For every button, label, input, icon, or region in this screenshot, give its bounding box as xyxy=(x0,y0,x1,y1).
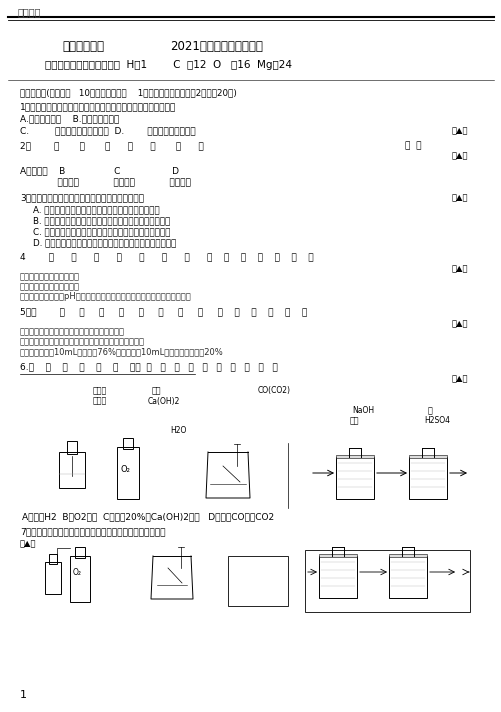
Text: 帮火星: 帮火星 xyxy=(93,386,107,395)
Text: 7．以下物质提纯或除杂所用试剂和分离方法都正确的选项是: 7．以下物质提纯或除杂所用试剂和分离方法都正确的选项是 xyxy=(20,527,165,536)
Text: 参拭: 参拭 xyxy=(152,386,161,395)
Text: C.         魅力倡导使用化石燃料  D.        推行使用无磷洗衣粉: C. 魅力倡导使用化石燃料 D. 推行使用无磷洗衣粉 xyxy=(20,126,195,135)
Text: 溶液: 溶液 xyxy=(349,416,359,425)
Text: 1．以下做法与推动生态文明，建设道赤中国要求不、相切合的是: 1．以下做法与推动生态文明，建设道赤中国要求不、相切合的是 xyxy=(20,102,176,111)
Text: H2O: H2O xyxy=(170,426,186,435)
Text: 南通市崇川区: 南通市崇川区 xyxy=(62,40,104,53)
Text: 【▲】: 【▲】 xyxy=(451,126,467,135)
Text: H2SO4: H2SO4 xyxy=(423,416,449,425)
Bar xyxy=(49,554,57,564)
Bar xyxy=(305,550,469,612)
Text: 【▲】: 【▲】 xyxy=(451,151,467,160)
Text: 按照微粒标准：水晶由原子层叠层结构不稳定的: 按照微粒标准：水晶由原子层叠层结构不稳定的 xyxy=(20,327,125,336)
Text: B. 氮气、氢气都属于非金属单质，它们都能在氧气中燃烧: B. 氮气、氢气都属于非金属单质，它们都能在氧气中燃烧 xyxy=(33,216,170,225)
Text: A.合理使用农药    B.研发可降解塑料: A.合理使用农药 B.研发可降解塑料 xyxy=(20,114,119,123)
Text: 3．运用分类思想认识物质，以下说法正确的选项是: 3．运用分类思想认识物质，以下说法正确的选项是 xyxy=(20,193,144,202)
Bar xyxy=(335,455,373,458)
Text: A．采集H2  B．O2检满  C．配制20%的Ca(OH)2溶液   D．除掉CO中的CO2: A．采集H2 B．O2检满 C．配制20%的Ca(OH)2溶液 D．除掉CO中的… xyxy=(22,512,274,521)
Text: Ca(OH)2: Ca(OH)2 xyxy=(148,397,180,406)
Bar xyxy=(388,556,426,598)
Bar xyxy=(67,441,77,454)
Text: 【▲】: 【▲】 xyxy=(451,264,467,273)
Text: 精选文档: 精选文档 xyxy=(18,7,42,17)
Bar xyxy=(335,457,373,499)
Text: CO(CO2): CO(CO2) xyxy=(258,386,291,395)
Text: 4        列      对      某      种      物      质      的      叙    述    不    正    确 : 4 列 对 某 种 物 质 的 叙 述 不 正 确 xyxy=(20,252,313,261)
Bar xyxy=(408,457,446,499)
Bar xyxy=(117,447,139,499)
Bar xyxy=(227,556,288,606)
Text: 的木条: 的木条 xyxy=(93,396,107,405)
Text: 硝酸是种可用的食品添加剂: 硝酸是种可用的食品添加剂 xyxy=(20,272,80,281)
Text: 可能用到的相对原子质量：  H－1        C  －12  O   －16  Mg－24: 可能用到的相对原子质量： H－1 C －12 O －16 Mg－24 xyxy=(45,60,292,70)
Text: 炭基植物灰汁出液中pH不一样的溶液中显示不一样的颜色，可作酸碱指示剂: 炭基植物灰汁出液中pH不一样的溶液中显示不一样的颜色，可作酸碱指示剂 xyxy=(20,292,191,301)
Text: 的  是: 的 是 xyxy=(404,141,421,150)
Bar xyxy=(45,562,61,594)
Bar xyxy=(318,554,356,557)
Text: 1: 1 xyxy=(20,690,27,700)
Bar xyxy=(75,547,85,558)
Text: 按照守恒标准：10mL中素溶液76%的溶液，加10mL未稀释呈好数变成20%: 按照守恒标准：10mL中素溶液76%的溶液，加10mL未稀释呈好数变成20% xyxy=(20,347,223,356)
Text: 【▲】: 【▲】 xyxy=(451,319,467,328)
Text: 6.按    下    列    装    置    实    验，  不   能   达   到   对   应   目   的   的   是: 6.按 下 列 装 置 实 验， 不 能 达 到 对 应 目 的 的 是 xyxy=(20,362,277,371)
Text: 【▲】: 【▲】 xyxy=(451,193,467,202)
Bar xyxy=(318,556,356,598)
Text: A．液态氧    B                 C                  D: A．液态氧 B C D xyxy=(20,166,179,175)
Text: NaOH: NaOH xyxy=(351,406,373,415)
Text: 5．沙        及     学     科     观     点     的     有     关     说    法    正    确    的: 5．沙 及 学 科 观 点 的 有 关 说 法 正 确 的 xyxy=(20,307,307,316)
Text: C. 氧化钙、氧化铝均属于金属氧化物，它们都易溶解于水: C. 氧化钙、氧化铝均属于金属氧化物，它们都易溶解于水 xyxy=(33,227,170,236)
Text: 浓: 浓 xyxy=(427,406,432,415)
Text: D. 硝酸铵、氯化铵均属于盐，它们都能做碱性肥料混搭使用: D. 硝酸铵、氯化铵均属于盐，它们都能做碱性肥料混搭使用 xyxy=(33,238,176,247)
Bar xyxy=(408,455,446,458)
Text: 【▲】: 【▲】 xyxy=(20,539,37,548)
Text: ．加碘盐            ．酸牛奶            ．不锈钢: ．加碘盐 ．酸牛奶 ．不锈钢 xyxy=(20,178,190,187)
Text: 碳酸饮料又叫做碳酸类食品: 碳酸饮料又叫做碳酸类食品 xyxy=(20,282,80,291)
Text: O₂: O₂ xyxy=(121,465,131,474)
Bar xyxy=(59,452,85,488)
Text: O₂: O₂ xyxy=(73,568,82,577)
Text: 一、选择题(本题包含   10小题，每题只有    1个选项切合题意，每题2分，共20分): 一、选择题(本题包含 10小题，每题只有 1个选项切合题意，每题2分，共20分) xyxy=(20,88,236,97)
Text: A. 柠檬酸、碳酸均属于酸，它们都能使石蕊溶液变红: A. 柠檬酸、碳酸均属于酸，它们都能使石蕊溶液变红 xyxy=(33,205,159,214)
Text: 【▲】: 【▲】 xyxy=(451,374,467,383)
Bar xyxy=(388,554,426,557)
Bar xyxy=(123,438,133,449)
Text: 物质的性质：主要目的是起到密封合理，它的可足够密量: 物质的性质：主要目的是起到密封合理，它的可足够密量 xyxy=(20,337,145,346)
Bar xyxy=(70,556,90,602)
Text: 2．        下       列       属      于      纯       净      物: 2． 下 列 属 于 纯 净 物 xyxy=(20,141,203,150)
Text: 2021年中考模拟化学试题: 2021年中考模拟化学试题 xyxy=(170,40,263,53)
